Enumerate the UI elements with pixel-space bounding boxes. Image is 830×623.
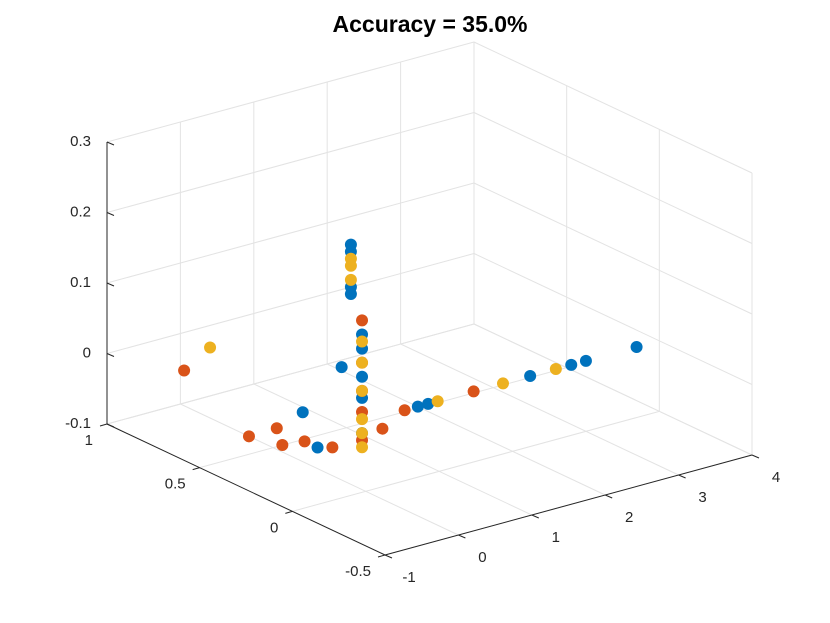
point	[344, 259, 357, 272]
z-tick-label: 0.2	[70, 203, 91, 220]
grid-line	[253, 383, 533, 516]
point	[398, 404, 411, 417]
grid-line	[106, 253, 475, 354]
y-tick	[285, 510, 293, 514]
y-axis-line	[106, 423, 386, 556]
y-tick	[192, 467, 200, 471]
point	[549, 363, 562, 376]
x-tick	[678, 474, 686, 479]
z-tick-label: -0.1	[65, 415, 91, 432]
x-tick-label: 1	[552, 529, 560, 546]
y-tick-label: 0	[270, 519, 278, 536]
point	[344, 287, 357, 300]
z-tick	[106, 212, 115, 216]
point	[496, 377, 509, 390]
grid-line	[106, 41, 475, 143]
point	[356, 314, 369, 327]
z-tick	[106, 423, 115, 428]
point	[356, 441, 369, 454]
grid-line	[473, 253, 753, 385]
y-tick-label: 1	[85, 432, 93, 449]
z-tick-label: 0.3	[70, 133, 91, 150]
point	[335, 361, 348, 374]
z-tick-label: 0.1	[70, 274, 91, 291]
x-axis-line	[384, 454, 753, 556]
point	[630, 341, 643, 354]
point	[565, 358, 578, 371]
point	[356, 335, 369, 348]
z-tick	[106, 282, 115, 287]
x-tick-label: 2	[625, 509, 633, 526]
point	[431, 395, 444, 408]
point	[242, 430, 255, 443]
z-tick-label: 0	[83, 344, 91, 361]
chart-title: Accuracy = 35.0%	[333, 11, 528, 37]
grid-line	[473, 182, 753, 315]
grid-line	[199, 367, 567, 469]
point	[356, 427, 369, 440]
point	[311, 441, 324, 454]
point	[204, 341, 217, 354]
grid-line	[106, 323, 475, 425]
x-tick-label: 0	[478, 549, 486, 566]
x-tick-label: 3	[698, 489, 706, 506]
y-tick-label: -0.5	[345, 563, 371, 580]
point	[356, 384, 369, 397]
point	[422, 397, 435, 410]
point	[376, 422, 389, 435]
point	[356, 356, 369, 369]
point	[524, 370, 537, 383]
point	[344, 273, 357, 286]
point	[467, 385, 480, 398]
point	[270, 422, 283, 435]
grid-line	[400, 343, 679, 476]
z-tick	[106, 141, 115, 146]
z-tick	[106, 353, 115, 357]
x-tick-label: -1	[402, 569, 415, 586]
x-tick	[531, 514, 539, 519]
y-tick	[377, 554, 386, 558]
point	[178, 364, 191, 377]
grid-line	[473, 41, 753, 174]
point	[276, 438, 289, 451]
y-tick	[99, 423, 108, 427]
x-tick	[384, 554, 393, 559]
grid-line	[292, 410, 660, 512]
point	[579, 354, 592, 367]
point	[298, 435, 311, 448]
point	[356, 413, 369, 426]
x-tick-label: 4	[772, 469, 780, 486]
y-tick-label: 0.5	[165, 476, 186, 493]
x-tick	[605, 494, 613, 499]
grid-line	[106, 182, 475, 284]
grid-line	[326, 363, 606, 496]
grid-line	[106, 112, 475, 213]
point	[326, 441, 339, 454]
grid-line	[473, 112, 753, 244]
grid-line	[180, 403, 459, 536]
point	[356, 370, 369, 383]
grid-line	[473, 323, 753, 456]
point	[411, 400, 424, 413]
x-tick	[751, 454, 760, 459]
x-tick	[458, 534, 466, 539]
point	[296, 406, 309, 419]
